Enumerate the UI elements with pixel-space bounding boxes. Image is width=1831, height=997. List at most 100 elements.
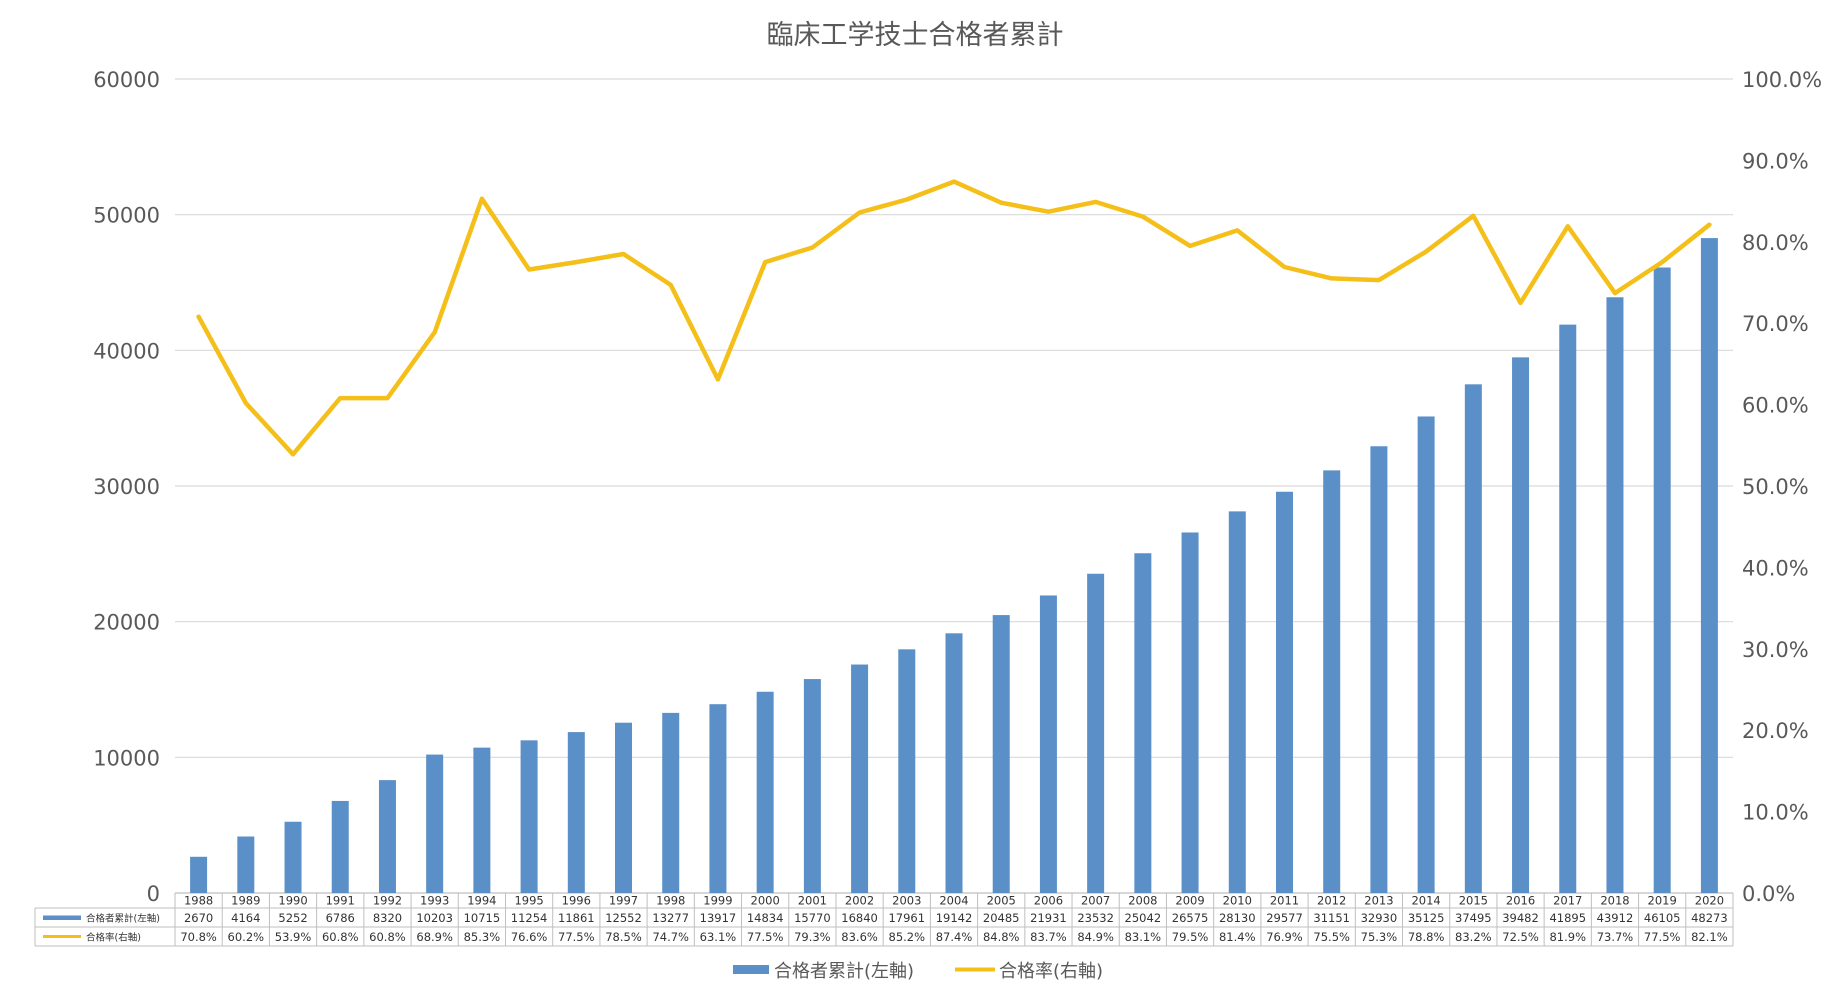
right-axis: 0.0% 10.0% 20.0% 30.0% 40.0% 50.0% 60.0% 70.0% 8… [1742, 68, 1822, 906]
line-value-label: 77.5% [1644, 930, 1681, 944]
bar [1228, 511, 1246, 893]
right-tick-label: 80.0% [1742, 231, 1809, 255]
category-label: 2002 [845, 894, 874, 908]
bar [378, 780, 396, 893]
series-line [196, 179, 1712, 457]
bar-value-label: 15770 [794, 911, 831, 925]
bar-value-label: 48273 [1691, 911, 1728, 925]
line-value-label: 83.1% [1125, 930, 1162, 944]
line-series [196, 179, 1712, 457]
category-label: 2009 [1175, 894, 1204, 908]
bar [709, 704, 727, 893]
bar-value-label: 43912 [1597, 911, 1634, 925]
bar-value-label: 23532 [1077, 911, 1114, 925]
line-value-label: 84.9% [1077, 930, 1114, 944]
legend-label: 合格率(右軸) [999, 961, 1103, 982]
category-label: 2010 [1223, 894, 1252, 908]
bar-value-label: 6786 [326, 911, 355, 925]
category-label: 2008 [1128, 894, 1157, 908]
bar-value-label: 8320 [373, 911, 402, 925]
line-value-label: 78.8% [1408, 930, 1445, 944]
category-label: 2005 [987, 894, 1016, 908]
line-value-label: 81.9% [1549, 930, 1586, 944]
bar [1512, 357, 1530, 894]
category-label: 1995 [514, 894, 543, 908]
line-value-label: 83.2% [1455, 930, 1492, 944]
bar [331, 800, 349, 893]
table-key-bar [43, 915, 81, 920]
right-tick-label: 30.0% [1742, 638, 1809, 662]
line-value-label: 75.3% [1361, 930, 1398, 944]
category-label: 1997 [609, 894, 638, 908]
line-value-label: 73.7% [1597, 930, 1634, 944]
line-value-label: 60.2% [228, 930, 265, 944]
line-value-label: 77.5% [747, 930, 784, 944]
bar [945, 633, 963, 893]
bar [520, 740, 538, 893]
category-label: 2015 [1459, 894, 1488, 908]
line-value-label: 76.9% [1266, 930, 1303, 944]
right-tick-label: 60.0% [1742, 394, 1809, 418]
right-tick-label: 70.0% [1742, 312, 1809, 336]
line-value-label: 77.5% [558, 930, 595, 944]
bar [1275, 491, 1293, 893]
bar-value-label: 19142 [936, 911, 973, 925]
bar [426, 754, 444, 893]
category-label: 1990 [278, 894, 307, 908]
category-label: 2000 [751, 894, 780, 908]
category-label: 1993 [420, 894, 449, 908]
bar-value-label: 35125 [1408, 911, 1445, 925]
bar-value-label: 21931 [1030, 911, 1067, 925]
line-value-label: 87.4% [936, 930, 973, 944]
bar [992, 615, 1010, 893]
line-value-label: 76.6% [511, 930, 548, 944]
bar [1323, 470, 1341, 893]
line-value-label: 85.3% [464, 930, 501, 944]
bar [803, 679, 821, 893]
chart-title: 臨床工学技士合格者累計 [767, 20, 1064, 51]
right-tick-label: 50.0% [1742, 475, 1809, 499]
bar-value-label: 10203 [416, 911, 453, 925]
category-label: 1988 [184, 894, 213, 908]
line-value-label: 85.2% [889, 930, 926, 944]
line-value-label: 74.7% [652, 930, 689, 944]
line-value-label: 81.4% [1219, 930, 1256, 944]
line-value-label: 72.5% [1502, 930, 1539, 944]
right-tick-label: 100.0% [1742, 68, 1822, 92]
bar-value-label: 2670 [184, 911, 213, 925]
left-tick-label: 0 [147, 882, 160, 906]
bar-value-label: 12552 [605, 911, 642, 925]
line-value-label: 60.8% [369, 930, 406, 944]
bar-value-label: 11861 [558, 911, 595, 925]
bar-value-label: 11254 [511, 911, 548, 925]
line-value-label: 82.1% [1691, 930, 1728, 944]
line-value-label: 79.5% [1172, 930, 1209, 944]
right-tick-label: 10.0% [1742, 801, 1809, 825]
legend-swatch-bar [733, 965, 769, 974]
bar-value-label: 4164 [231, 911, 260, 925]
bar-value-label: 10715 [464, 911, 501, 925]
bar [1417, 416, 1435, 893]
left-tick-label: 40000 [93, 339, 160, 363]
legend-label: 合格者累計(左軸) [774, 961, 914, 982]
bar [1700, 238, 1718, 893]
bar [851, 664, 869, 893]
category-label: 2014 [1411, 894, 1440, 908]
category-label: 2006 [1034, 894, 1063, 908]
bar-value-label: 14834 [747, 911, 784, 925]
category-label: 2007 [1081, 894, 1110, 908]
bar [1464, 384, 1482, 893]
table-series-name: 合格率(右軸) [86, 932, 141, 944]
bar [237, 836, 255, 893]
bar-value-label: 13277 [652, 911, 689, 925]
left-tick-label: 30000 [93, 475, 160, 499]
line-value-label: 60.8% [322, 930, 359, 944]
category-label: 1992 [373, 894, 402, 908]
line-value-label: 83.6% [841, 930, 878, 944]
bar-value-label: 39482 [1502, 911, 1539, 925]
left-tick-label: 20000 [93, 611, 160, 635]
bar-value-label: 28130 [1219, 911, 1256, 925]
bar-value-label: 26575 [1172, 911, 1209, 925]
category-label: 1994 [467, 894, 496, 908]
